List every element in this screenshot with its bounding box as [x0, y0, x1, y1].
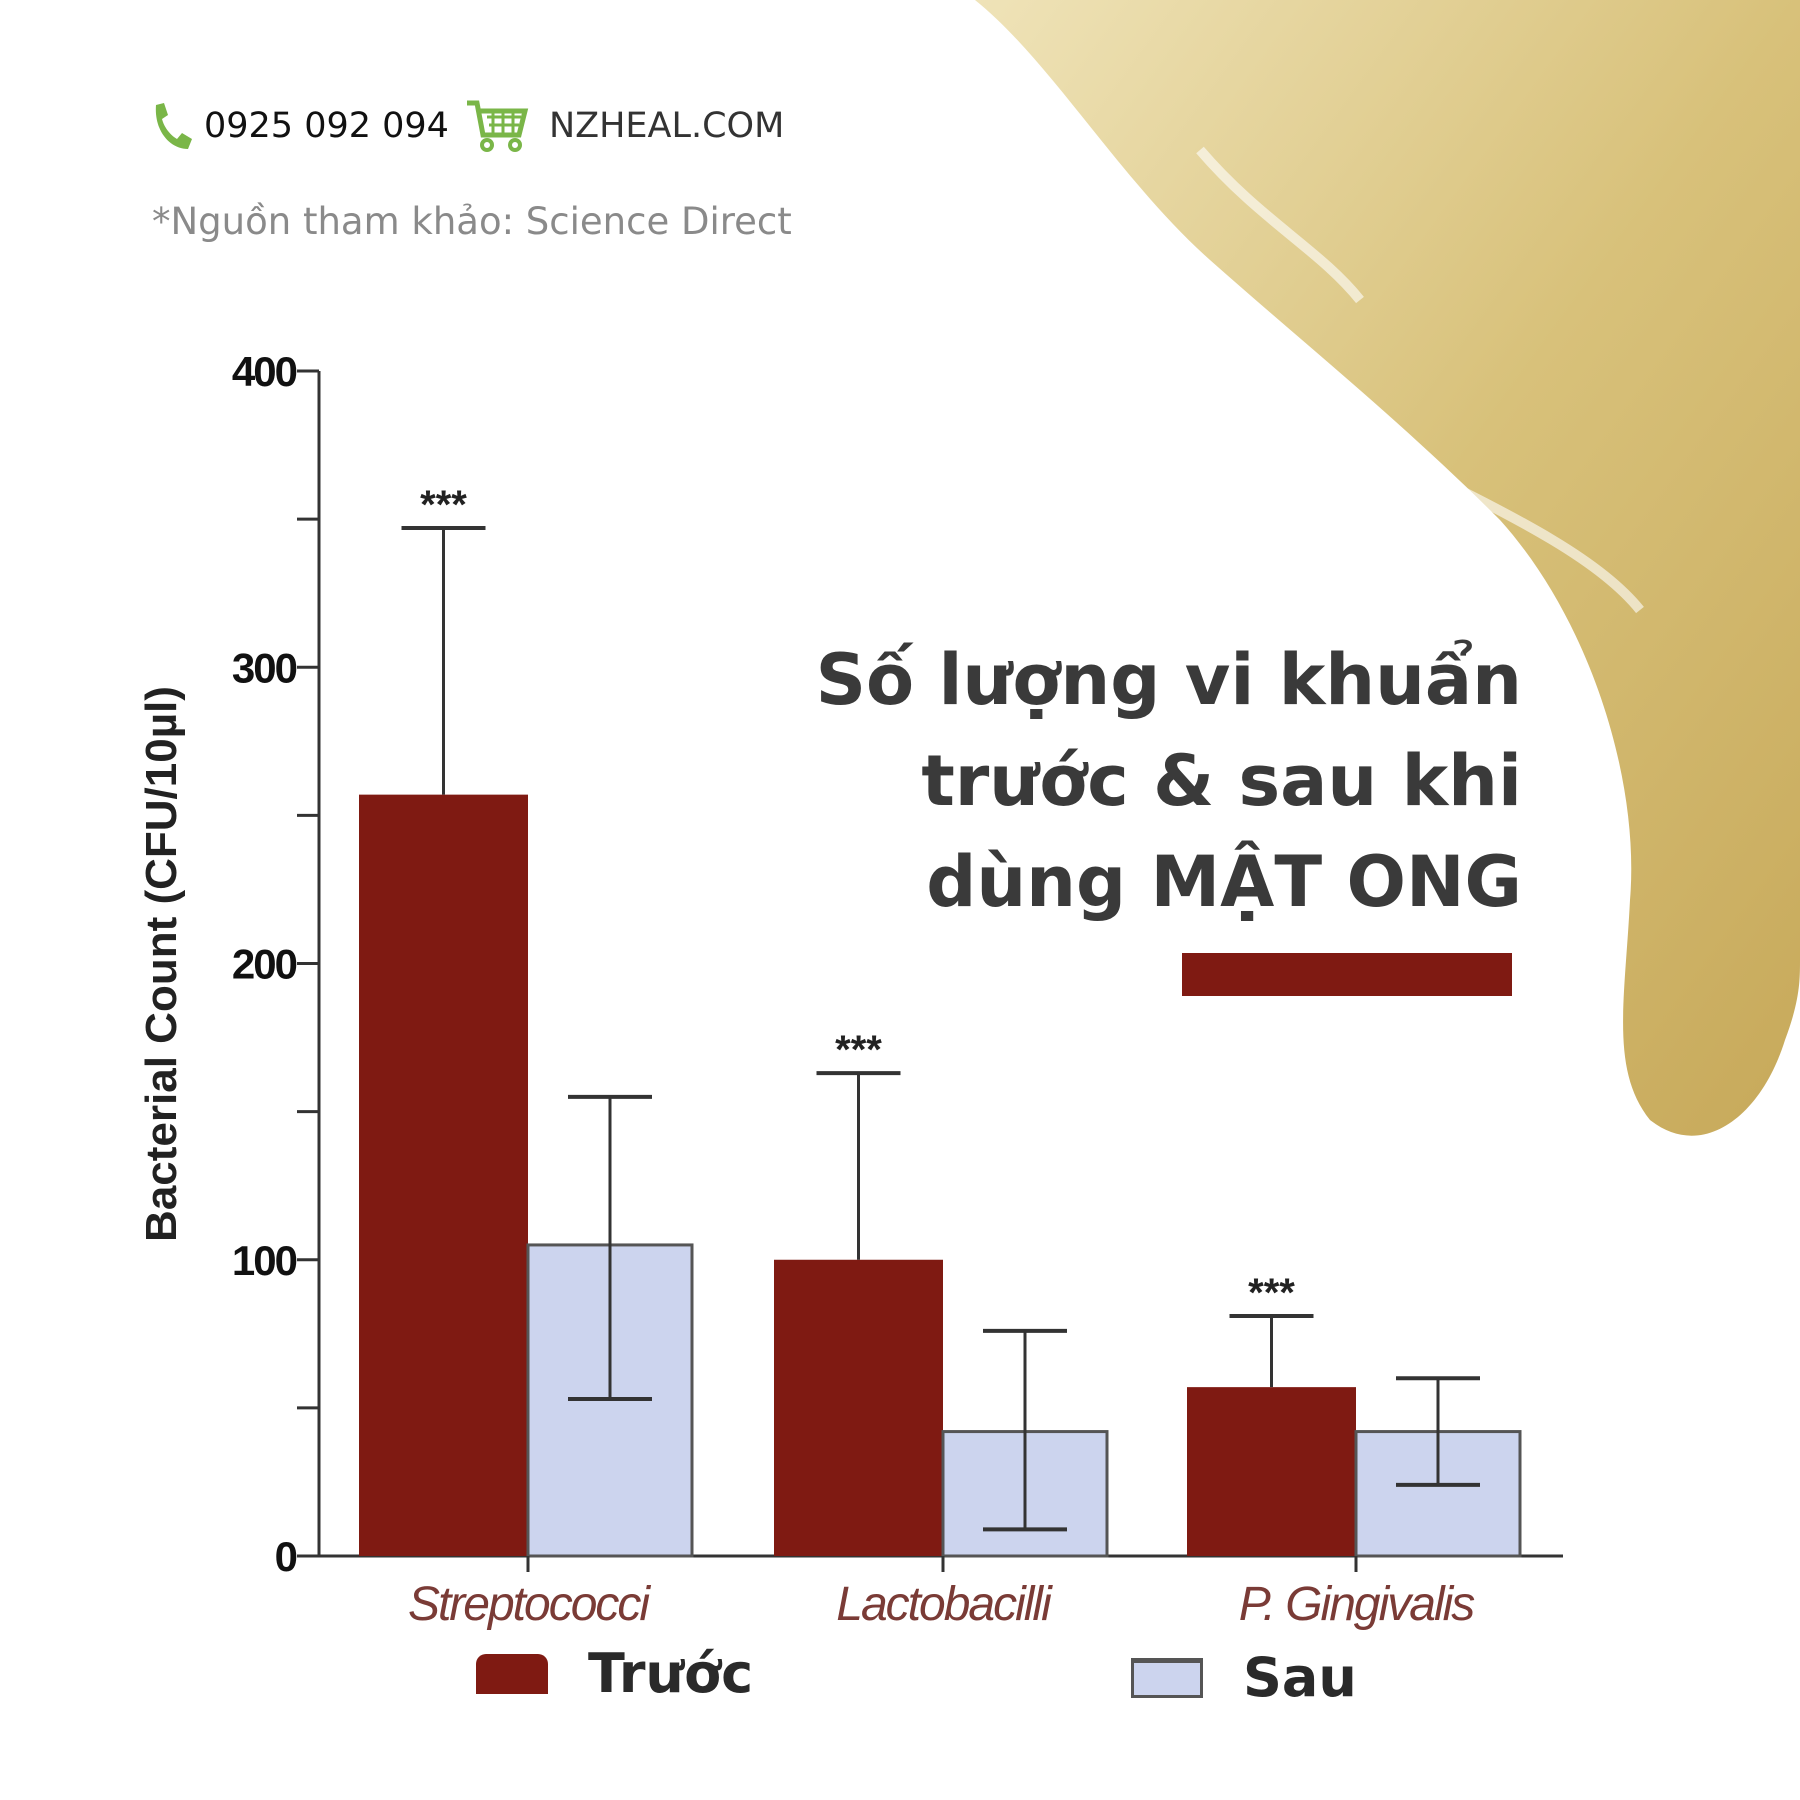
bar-before	[359, 794, 528, 1556]
headline: Số lượng vi khuẩn trước & sau khi dùng M…	[816, 630, 1522, 933]
y-tick-label: 200	[232, 941, 297, 988]
bar-before	[774, 1259, 943, 1556]
bar-before	[1187, 1387, 1356, 1556]
legend-swatch-before	[476, 1653, 548, 1694]
y-tick-label: 0	[275, 1533, 297, 1580]
source-note: *Nguồn tham khảo: Science Direct	[152, 200, 792, 243]
legend-label-before: Trước	[588, 1642, 754, 1705]
x-tick-label: P. Gingivalis	[1239, 1578, 1476, 1631]
phone-icon	[155, 103, 192, 149]
significance-label: ***	[420, 483, 467, 527]
y-axis-label: Bacterial Count (CFU/10µl)	[137, 686, 186, 1242]
headline-line: trước & sau khi	[921, 740, 1522, 822]
y-tick-label: 100	[232, 1237, 297, 1284]
x-tick-label: Lactobacilli	[836, 1578, 1053, 1631]
legend-label-after: Sau	[1243, 1646, 1357, 1709]
contact-header: 0925 092 094 NZHEAL.COM	[150, 100, 784, 152]
x-tick-label: Streptococci	[408, 1578, 651, 1631]
y-tick-label: 400	[232, 348, 297, 395]
legend-swatch-after	[1131, 1657, 1203, 1698]
legend-item-after: Sau	[1131, 1646, 1357, 1709]
significance-label: ***	[835, 1028, 882, 1072]
headline-line: dùng MẬT ONG	[926, 841, 1522, 923]
website-link[interactable]: NZHEAL.COM	[548, 106, 785, 146]
cart-icon	[466, 100, 529, 152]
phone-number[interactable]: 0925 092 094	[204, 106, 449, 146]
headline-line: Số lượng vi khuẩn	[815, 639, 1522, 721]
legend-item-before: Trước	[476, 1642, 753, 1705]
accent-bar	[1182, 953, 1512, 996]
significance-label: ***	[1248, 1271, 1295, 1315]
y-tick-label: 300	[232, 644, 297, 691]
